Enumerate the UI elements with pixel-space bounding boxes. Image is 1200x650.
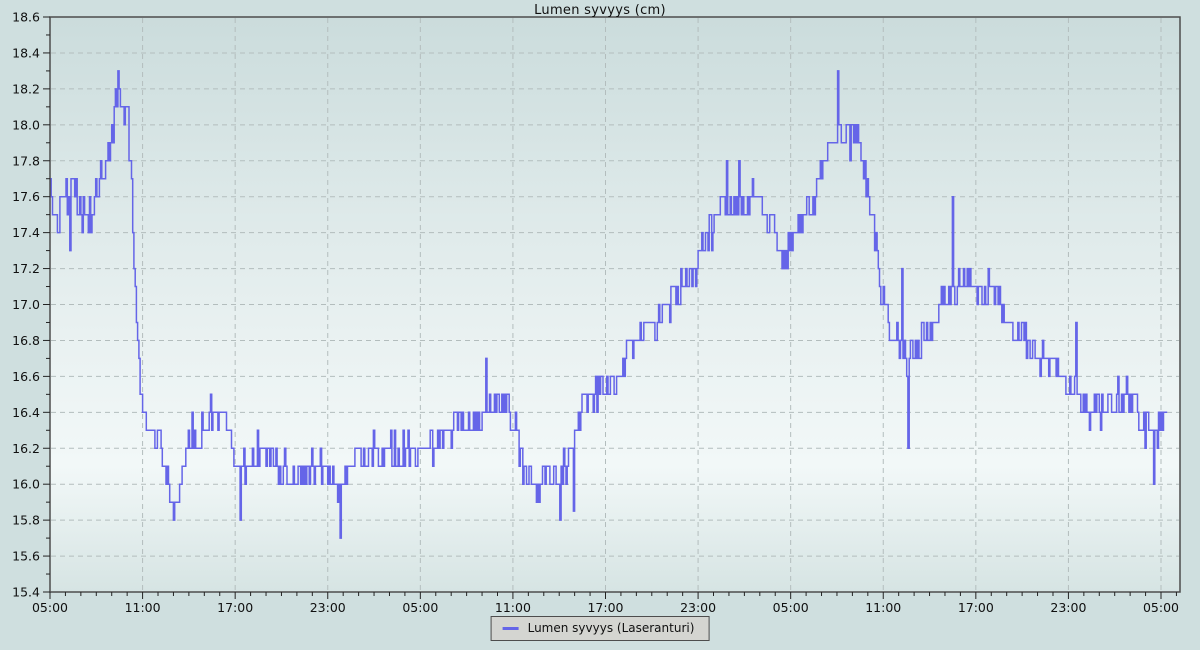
- y-tick-label: 15.8: [12, 513, 40, 528]
- y-tick-label: 17.4: [12, 225, 40, 240]
- x-tick-label: 17:00: [958, 600, 994, 615]
- x-tick-label: 11:00: [125, 600, 161, 615]
- x-tick-label: 05:00: [1143, 600, 1179, 615]
- x-tick-label: 17:00: [217, 600, 253, 615]
- y-tick-label: 15.4: [12, 585, 40, 600]
- y-tick-label: 18.0: [12, 117, 40, 132]
- x-tick-label: 05:00: [32, 600, 68, 615]
- y-tick-label: 16.8: [12, 333, 40, 348]
- x-tick-label: 17:00: [587, 600, 623, 615]
- x-tick-label: 11:00: [495, 600, 531, 615]
- y-tick-label: 16.0: [12, 477, 40, 492]
- axis-labels: 18.6 18.4 18.2 18.0 17.8 17.6 17.4 17.2 17.0 16.8…: [12, 10, 1179, 616]
- y-tick-label: 17.2: [12, 261, 40, 276]
- grid: [51, 18, 1179, 591]
- x-tick-label: 23:00: [310, 600, 346, 615]
- x-tick-label: 05:00: [773, 600, 809, 615]
- chart-title: Lumen syvyys (cm): [534, 3, 666, 18]
- y-tick-label: 17.8: [12, 153, 40, 168]
- axis-ticks: [43, 16, 1177, 599]
- y-tick-label: 18.6: [12, 10, 40, 25]
- x-tick-label: 11:00: [865, 600, 901, 615]
- y-tick-label: 16.2: [12, 441, 40, 456]
- x-tick-label: 05:00: [402, 600, 438, 615]
- y-tick-label: 15.6: [12, 549, 40, 564]
- x-tick-label: 23:00: [680, 600, 716, 615]
- series-line: [50, 70, 1168, 539]
- y-tick-label: 17.6: [12, 189, 40, 204]
- legend: Lumen syvyys (Laseranturi): [490, 616, 710, 641]
- y-tick-label: 17.0: [12, 297, 40, 312]
- y-tick-label: 18.4: [12, 45, 40, 60]
- x-tick-label: 23:00: [1050, 600, 1086, 615]
- legend-line-swatch: [502, 626, 519, 630]
- y-tick-label: 18.2: [12, 81, 40, 96]
- legend-label: Lumen syvyys (Laseranturi): [527, 621, 695, 635]
- y-tick-label: 16.4: [12, 405, 40, 420]
- y-tick-label: 16.6: [12, 369, 40, 384]
- plot-area: [50, 17, 1180, 592]
